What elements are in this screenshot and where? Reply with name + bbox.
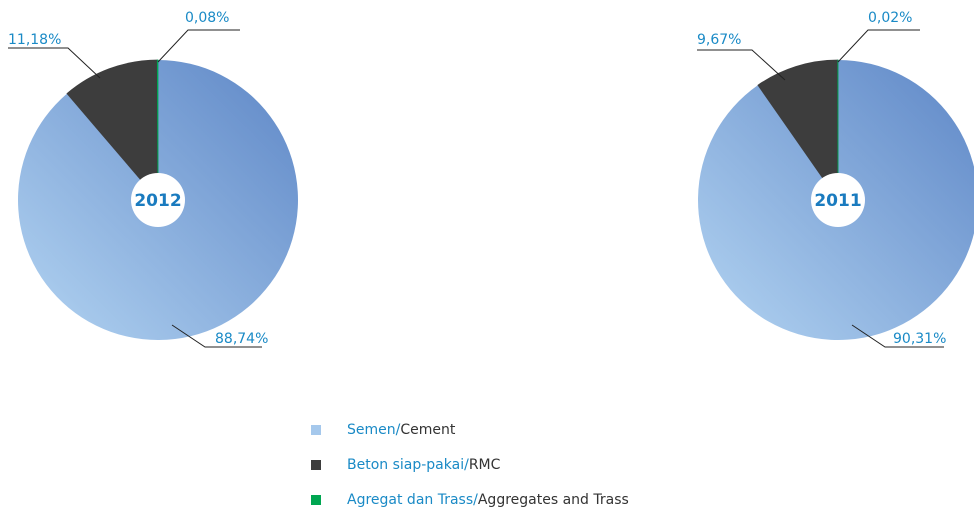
- legend-label: Beton siap-pakai/RMC: [347, 457, 501, 473]
- callout-line: [171, 324, 262, 348]
- legend-english: Cement: [400, 422, 456, 438]
- callout-line: [851, 324, 944, 348]
- legend-label: Semen/Cement: [347, 422, 456, 438]
- value-label: 0,08%: [185, 10, 229, 26]
- donut-hole: [811, 173, 865, 227]
- value-label: 88,74%: [215, 331, 268, 347]
- callout-line: [157, 29, 240, 63]
- value-label: 90,31%: [893, 331, 946, 347]
- legend-swatch: [311, 460, 321, 470]
- callout-line: [697, 49, 786, 81]
- pie-slice: [156, 59, 159, 201]
- callout-line: [8, 47, 101, 79]
- legend-local: Beton siap-pakai/: [347, 457, 469, 473]
- value-label: 11,18%: [8, 32, 61, 48]
- pie-slice: [757, 59, 839, 202]
- legend-local: Semen/: [347, 422, 401, 438]
- legend-english: RMC: [469, 457, 501, 473]
- value-label: 0,02%: [868, 10, 912, 26]
- chart-title: 2011: [814, 191, 861, 211]
- legend-english: Aggregates and Trass: [478, 492, 629, 508]
- pie-slice: [66, 59, 159, 202]
- legend-swatch: [311, 425, 321, 435]
- value-label: 9,67%: [697, 32, 741, 48]
- legend-label: Agregat dan Trass/Aggregates and Trass: [347, 492, 629, 508]
- legend-swatch: [311, 495, 321, 505]
- legend-local: Agregat dan Trass/: [347, 492, 478, 508]
- chart-title: 2012: [134, 191, 181, 211]
- callout-line: [837, 29, 920, 63]
- donut-hole: [131, 173, 185, 227]
